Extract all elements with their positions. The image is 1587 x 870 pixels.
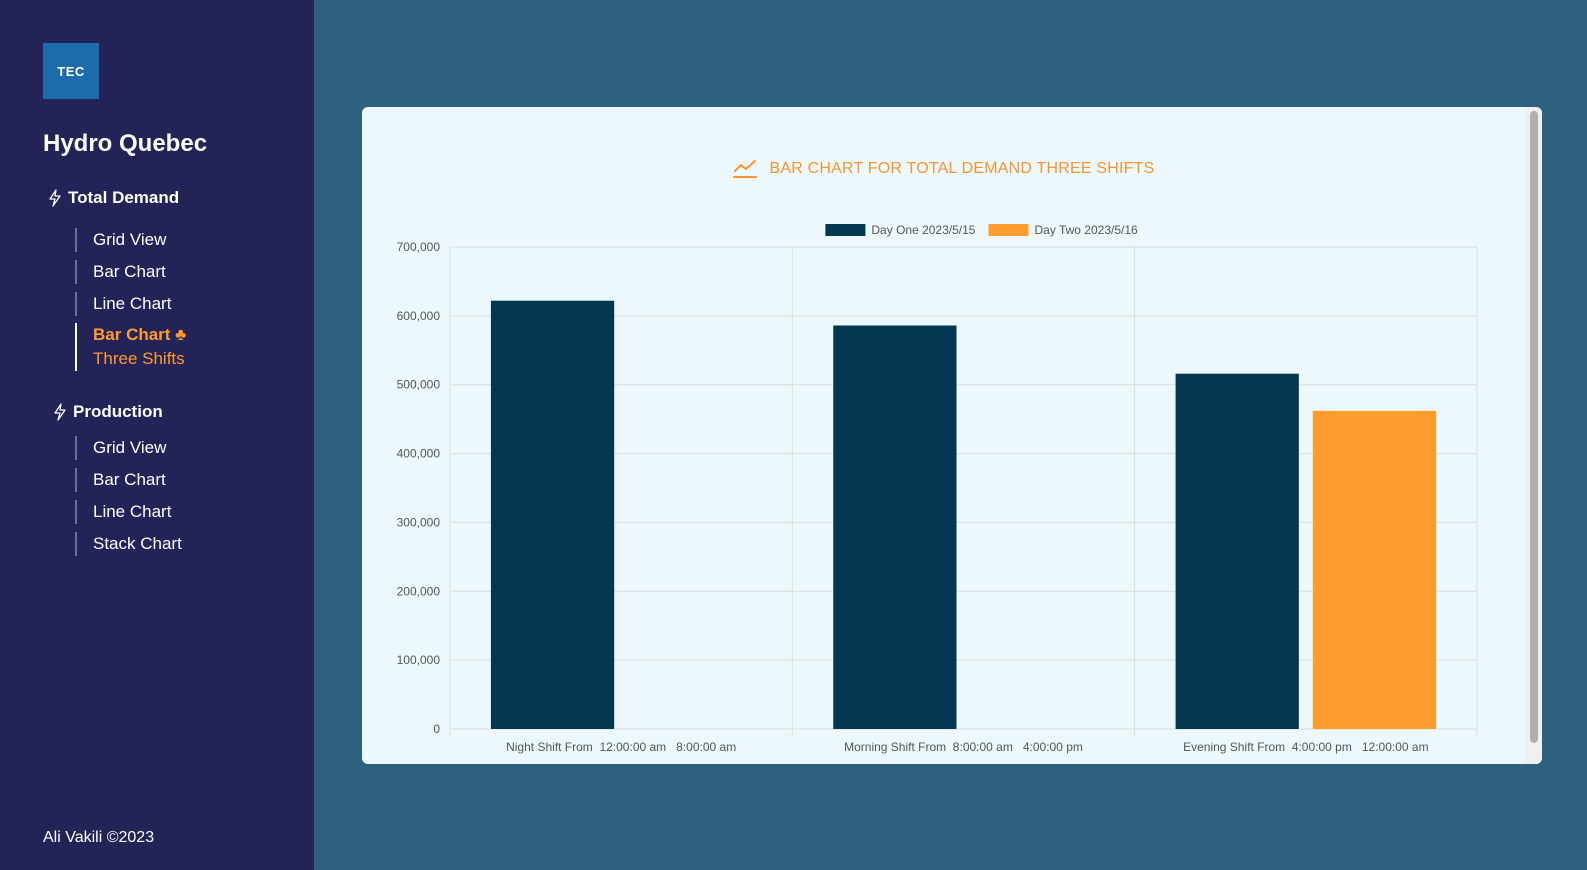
nav-sublabel: Three Shifts: [93, 349, 185, 368]
nav-label: Bar Chart: [93, 470, 166, 489]
y-tick-label: 700,000: [397, 240, 441, 254]
footer-credit: Ali Vakili ©2023: [43, 829, 155, 846]
nav-label: Stack Chart: [93, 534, 182, 553]
nav-label: Bar Chart: [93, 262, 166, 281]
bar-day-one: [1175, 373, 1299, 729]
nav-label: Line Chart: [93, 294, 172, 313]
x-tick-label: Morning Shift From 8:00:00 am 4:00:00 pm: [844, 740, 1083, 754]
bar-chart: 0 100,000 200,000 300,000 400,000 500,000 600,…: [397, 223, 1478, 754]
nav-total-demand-line-chart[interactable]: Line Chart: [75, 292, 171, 316]
bar-day-one: [490, 300, 615, 729]
nav-label: Grid View: [93, 230, 167, 249]
nav-total-demand-bar-chart-three-shifts[interactable]: Bar Chart ♣ Three Shifts: [75, 323, 186, 371]
legend-swatch: [988, 224, 1029, 236]
scrollbar-thumb[interactable]: [1530, 111, 1538, 743]
section-title: Production: [73, 402, 163, 421]
legend-swatch: [825, 224, 866, 236]
y-tick-label: 200,000: [397, 584, 441, 598]
y-tick-label: 300,000: [397, 515, 441, 529]
bar-day-two: [1312, 410, 1437, 729]
nav-total-demand-grid-view[interactable]: Grid View: [75, 228, 166, 252]
y-tick-label: 0: [433, 722, 440, 736]
trend-line-icon: [733, 160, 758, 178]
nav-label: Grid View: [93, 438, 167, 457]
nav-total-demand-bar-chart[interactable]: Bar Chart: [75, 260, 166, 284]
logo[interactable]: TEC: [43, 43, 99, 99]
legend-label: Day Two 2023/5/16: [1035, 223, 1139, 237]
bar-day-one: [833, 325, 957, 729]
section-production[interactable]: Production: [53, 402, 163, 422]
nav-production-bar-chart[interactable]: Bar Chart: [75, 468, 166, 492]
section-total-demand[interactable]: Total Demand: [48, 188, 179, 208]
x-tick-label: Night Shift From 12:00:00 am 8:00:00 am: [506, 740, 736, 754]
y-tick-label: 100,000: [397, 653, 441, 667]
section-title: Total Demand: [68, 188, 180, 207]
y-tick-label: 500,000: [397, 378, 441, 392]
chart-title-text: BAR CHART FOR TOTAL DEMAND THREE SHIFTS: [769, 160, 1155, 177]
lightning-icon: [49, 189, 61, 207]
chart-card: BAR CHART FOR TOTAL DEMAND THREE SHIFTS …: [362, 107, 1542, 764]
nav-label: Line Chart: [93, 502, 172, 521]
nav-production-line-chart[interactable]: Line Chart: [75, 500, 171, 524]
y-tick-label: 600,000: [397, 309, 441, 323]
chart-title: BAR CHART FOR TOTAL DEMAND THREE SHIFTS: [362, 159, 1526, 179]
legend-label: Day One 2023/5/15: [871, 223, 975, 237]
lightning-icon: [54, 403, 66, 421]
nav-label: Bar Chart ♣: [93, 325, 187, 344]
brand-title: Hydro Quebec: [43, 130, 208, 157]
sidebar: TEC Hydro Quebec Total Demand Grid View …: [0, 0, 314, 870]
y-tick-label: 400,000: [397, 447, 441, 461]
x-tick-label: Evening Shift From 4:00:00 pm 12:00:00 a…: [1183, 740, 1428, 754]
scrollbar[interactable]: [1526, 107, 1542, 764]
nav-production-grid-view[interactable]: Grid View: [75, 436, 166, 460]
nav-production-stack-chart[interactable]: Stack Chart: [75, 532, 182, 556]
